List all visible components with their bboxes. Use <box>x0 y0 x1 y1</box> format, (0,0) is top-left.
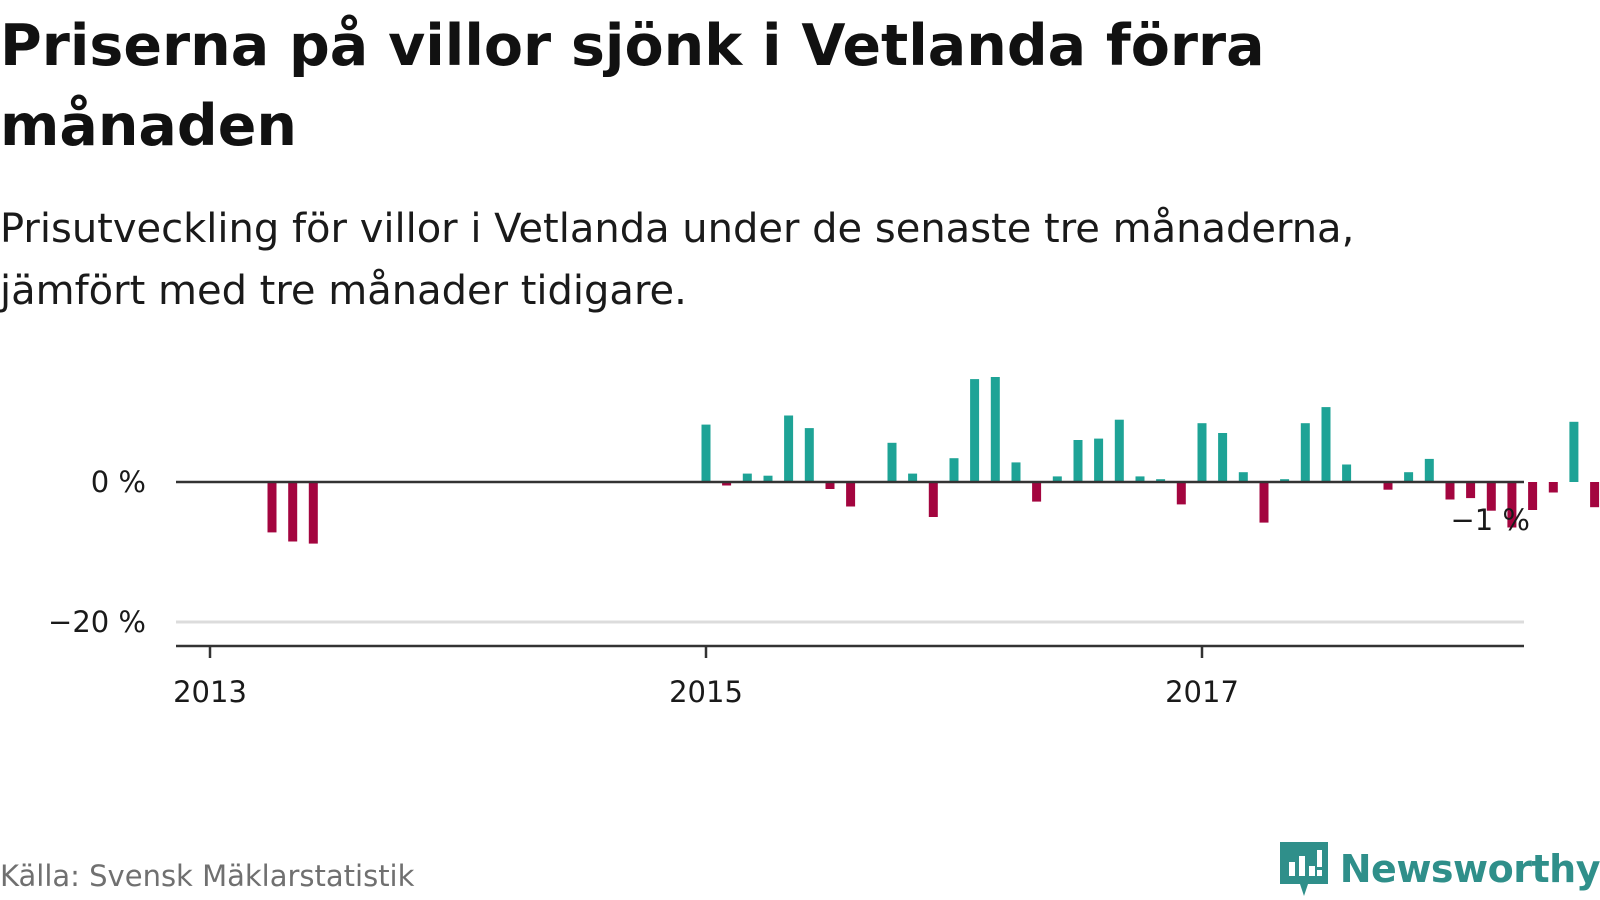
bar <box>1466 482 1476 499</box>
bar <box>949 458 959 482</box>
bar <box>701 424 711 482</box>
bar <box>1156 479 1166 482</box>
y-tick-label: −20 % <box>48 605 146 639</box>
source-label: Källa: Svensk Mäklarstatistik <box>0 859 415 893</box>
bar <box>1486 482 1496 511</box>
bar-layer <box>267 377 1600 544</box>
bar <box>1114 419 1124 482</box>
bar <box>1176 482 1186 505</box>
bar <box>1135 476 1145 482</box>
bar <box>804 428 814 482</box>
newsworthy-logo-icon <box>1279 842 1328 896</box>
bar <box>1280 479 1290 482</box>
bar <box>742 473 752 482</box>
bar <box>1259 482 1269 523</box>
bar <box>1548 482 1558 493</box>
bar <box>784 415 794 482</box>
bar <box>1404 472 1414 482</box>
bar <box>1590 482 1600 508</box>
bar <box>1383 482 1393 490</box>
bar <box>1342 464 1352 482</box>
bar <box>970 379 980 482</box>
x-tick-label: 2015 <box>669 675 743 709</box>
axis-layer: 0 %−20 %201320152017201920212023 <box>48 465 1524 709</box>
bar <box>267 482 277 533</box>
brand[interactable]: Newsworthy <box>1278 840 1600 898</box>
brand-name: Newsworthy <box>1339 847 1600 891</box>
bar <box>1052 476 1062 482</box>
bar <box>763 475 773 482</box>
bar <box>1321 407 1331 482</box>
bar <box>825 482 835 489</box>
y-tick-label: 0 % <box>91 465 146 499</box>
bar <box>1238 472 1248 482</box>
bar <box>722 482 732 486</box>
last-value-annotation: −1 % <box>1450 503 1530 537</box>
bar <box>1424 458 1434 482</box>
bar <box>1300 423 1310 482</box>
bar <box>1569 421 1579 482</box>
bar <box>990 377 1000 482</box>
bar <box>1032 482 1042 502</box>
bar <box>1528 482 1538 510</box>
bar <box>887 442 897 482</box>
x-tick-label: 2013 <box>173 675 247 709</box>
bar-chart: 0 %−20 %201320152017201920212023 −1 % <box>48 377 1600 709</box>
bar <box>1507 482 1517 528</box>
bar <box>1197 423 1207 482</box>
chart-subtitle: Prisutveckling för villor i Vetlanda und… <box>0 206 1355 314</box>
bar <box>928 482 938 517</box>
bar <box>846 482 856 507</box>
bar <box>1011 462 1021 482</box>
bar <box>908 473 918 482</box>
bar <box>1445 482 1455 500</box>
bar <box>308 482 318 544</box>
chart-title: Priserna på villor sjönk i Vetlanda förr… <box>0 13 1265 159</box>
bar <box>1094 438 1104 482</box>
x-tick-label: 2017 <box>1165 675 1239 709</box>
bar <box>1073 440 1083 482</box>
bar <box>1218 433 1228 482</box>
bar <box>288 482 298 542</box>
